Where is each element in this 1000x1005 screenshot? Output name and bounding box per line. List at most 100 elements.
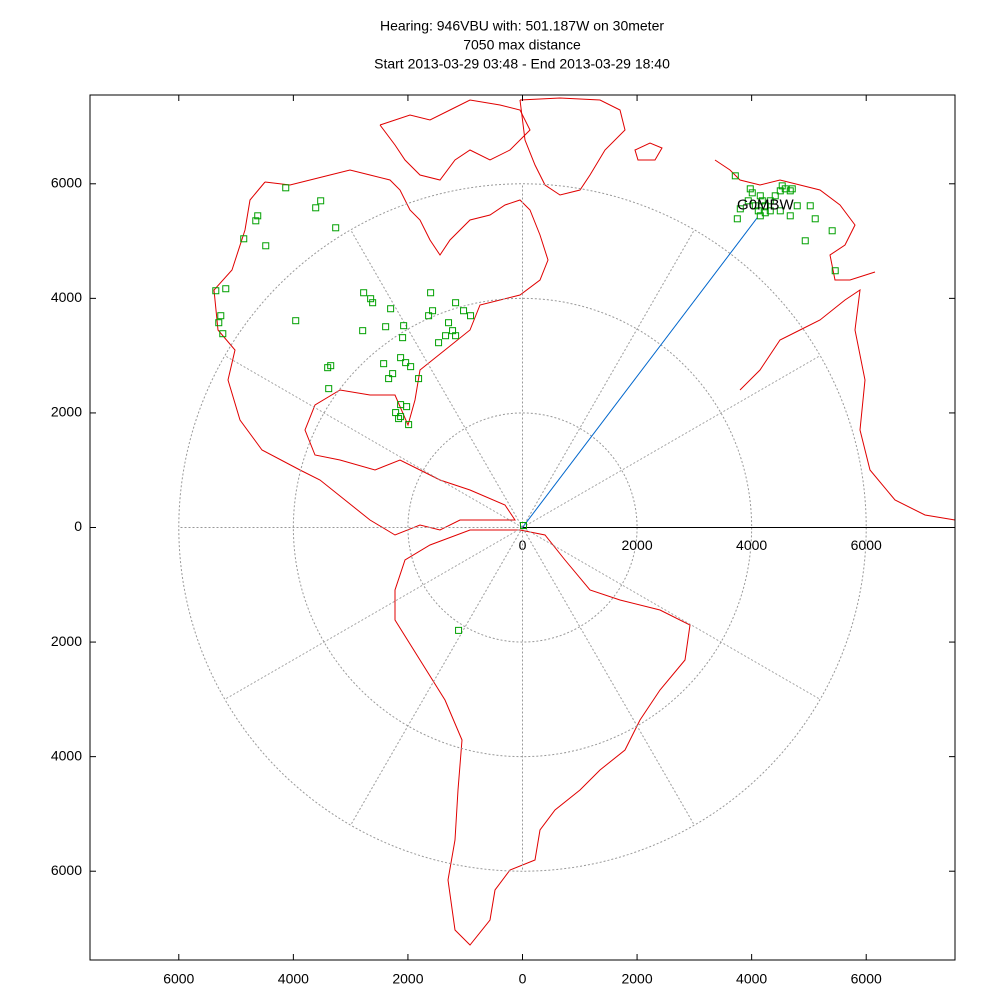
spot	[222, 285, 230, 293]
spot	[445, 319, 453, 327]
spot	[756, 192, 764, 200]
spot	[452, 332, 460, 340]
spot	[776, 187, 784, 195]
spot	[219, 330, 227, 338]
y-tick-label: 4000	[51, 289, 82, 305]
spot	[425, 312, 433, 320]
y-tick-label: 2000	[51, 404, 82, 420]
spoke	[224, 355, 523, 528]
europe	[714, 159, 876, 281]
spot	[402, 359, 410, 367]
north-america	[213, 169, 549, 536]
spot	[359, 327, 367, 335]
path-line	[522, 217, 758, 528]
spot	[397, 354, 405, 362]
spot	[751, 202, 759, 210]
x-tick-label: 2000	[621, 971, 652, 987]
spot	[407, 363, 415, 371]
spot	[400, 322, 408, 330]
spot	[801, 237, 809, 245]
spot	[427, 289, 435, 297]
spoke	[350, 527, 523, 826]
title-line: 7050 max distance	[463, 37, 581, 53]
spoke	[522, 355, 821, 528]
spot	[766, 197, 774, 205]
spot	[367, 295, 375, 303]
greenland	[519, 97, 626, 196]
x-tick-label: 4000	[736, 971, 767, 987]
spot	[519, 521, 527, 529]
spot	[399, 334, 407, 342]
x-tick-label: 0	[519, 971, 527, 987]
spoke	[224, 527, 523, 700]
spot	[292, 317, 300, 325]
y-tick-label: 6000	[51, 862, 82, 878]
spot	[435, 339, 443, 347]
spot	[793, 202, 801, 210]
spot	[467, 312, 475, 320]
spot	[324, 364, 332, 372]
spot	[405, 421, 413, 429]
spot	[252, 217, 260, 225]
y-tick-label: 2000	[51, 633, 82, 649]
spot	[776, 207, 784, 215]
spot	[262, 242, 270, 250]
spot	[395, 415, 403, 423]
spot	[828, 227, 836, 235]
spot	[240, 235, 248, 243]
south-america	[394, 529, 691, 946]
spot	[786, 187, 794, 195]
spot	[786, 212, 794, 220]
spoke	[522, 229, 695, 528]
spot	[387, 305, 395, 313]
africa	[739, 288, 956, 521]
spot	[403, 403, 411, 411]
range-label: 6000	[851, 537, 882, 553]
title-line: Start 2013-03-29 03:48 - End 2013-03-29 …	[374, 56, 670, 72]
range-label: 2000	[621, 537, 652, 553]
y-tick-label: 0	[74, 518, 82, 534]
spot	[811, 215, 819, 223]
spoke	[522, 527, 695, 826]
spot	[254, 212, 262, 220]
spot	[415, 375, 423, 383]
spot	[325, 385, 333, 393]
spot	[744, 197, 752, 205]
spot	[369, 299, 377, 307]
spot	[736, 205, 744, 213]
spot	[389, 370, 397, 378]
spot	[766, 207, 774, 215]
spot	[748, 189, 756, 197]
x-tick-label: 2000	[392, 971, 423, 987]
title-line: Hearing: 946VBU with: 501.187W on 30mete…	[380, 18, 664, 34]
spot	[761, 209, 769, 217]
station-label: G0MBW	[737, 197, 795, 214]
spot	[215, 319, 223, 327]
spot	[452, 299, 460, 307]
spot	[312, 204, 320, 212]
spot	[332, 224, 340, 232]
spot	[212, 287, 220, 295]
spot	[771, 192, 779, 200]
spot	[217, 312, 225, 320]
spot	[460, 307, 468, 315]
spot	[733, 215, 741, 223]
spot	[761, 202, 769, 210]
x-tick-label: 6000	[851, 971, 882, 987]
spot	[360, 289, 368, 297]
y-tick-label: 6000	[51, 174, 82, 190]
spot	[397, 413, 405, 421]
spot	[382, 323, 390, 331]
spot	[429, 307, 437, 315]
x-tick-label: 4000	[278, 971, 309, 987]
x-tick-label: 6000	[163, 971, 194, 987]
spot	[317, 197, 325, 205]
spot	[455, 626, 463, 634]
spot	[442, 332, 450, 340]
y-tick-label: 4000	[51, 747, 82, 763]
spot	[282, 184, 290, 192]
spot	[731, 172, 739, 180]
iceland	[634, 142, 663, 161]
